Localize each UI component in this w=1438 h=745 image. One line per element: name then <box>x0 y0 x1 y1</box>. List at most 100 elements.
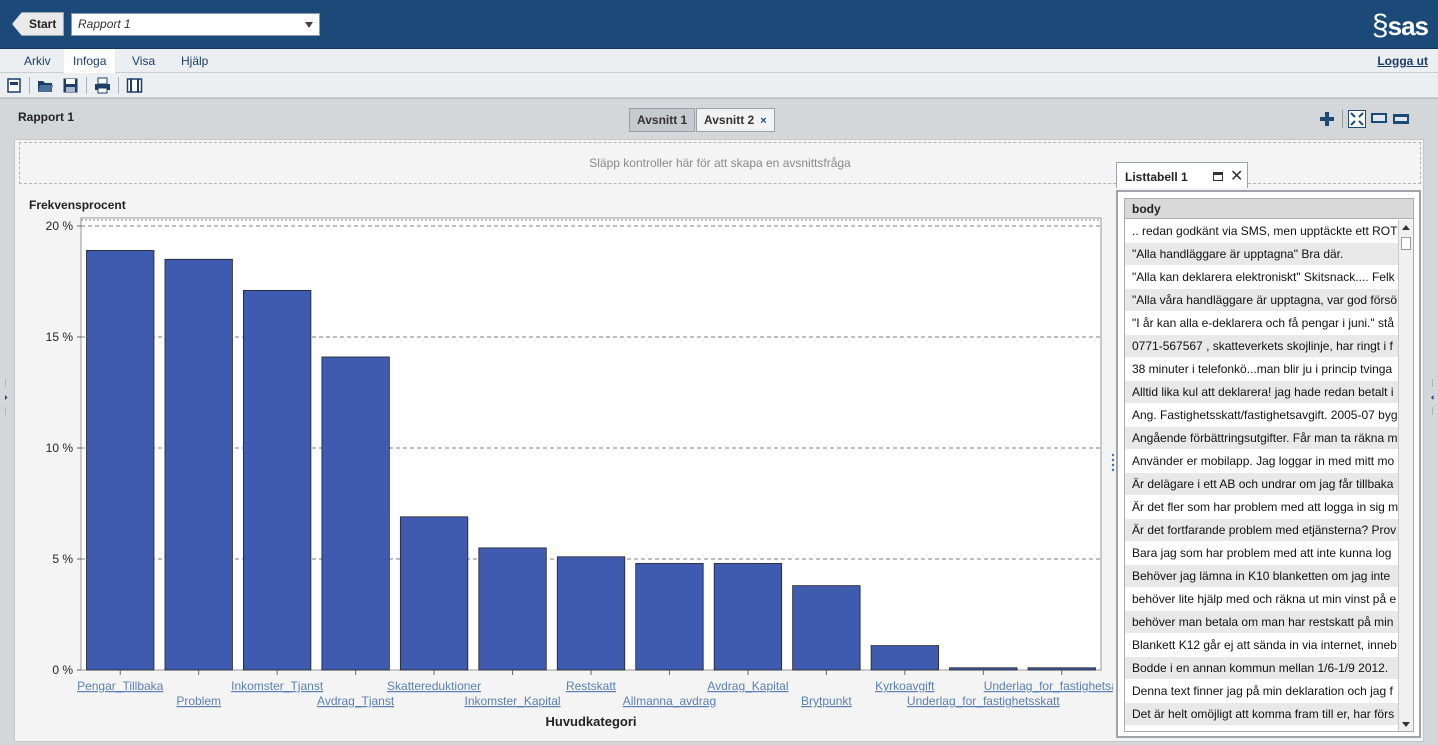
right-panel-handle[interactable] <box>1428 377 1436 417</box>
left-panel-handle[interactable] <box>2 377 10 417</box>
report-select-value: Rapport 1 <box>78 17 131 31</box>
bar[interactable] <box>792 585 861 671</box>
menu-bar: Arkiv Infoga Visa Hjälp Logga ut <box>0 49 1438 73</box>
x-tick-label[interactable]: Pengar_Tillbaka <box>77 679 164 693</box>
bar[interactable] <box>1027 667 1096 671</box>
list-item[interactable]: Angående förbättringsutgifter. Får man t… <box>1125 427 1398 450</box>
logout-link[interactable]: Logga ut <box>1377 54 1428 68</box>
bar[interactable] <box>556 556 626 671</box>
list-rows: .. redan godkänt via SMS, men upptäckte … <box>1125 220 1398 726</box>
screen-icon[interactable] <box>1370 110 1388 128</box>
bar[interactable] <box>164 258 233 671</box>
menu-visa[interactable]: Visa <box>132 54 156 68</box>
list-item[interactable]: Blankett K12 går ej att sända in via int… <box>1125 634 1398 657</box>
close-icon[interactable]: ✕ <box>1230 168 1244 185</box>
list-item[interactable]: Är det fortfarande problem med etjänster… <box>1125 519 1398 542</box>
bar[interactable] <box>635 563 704 671</box>
x-tick-label[interactable]: Avdrag_Kapital <box>707 679 788 693</box>
bar[interactable] <box>399 516 469 671</box>
scroll-down-icon[interactable] <box>1402 722 1410 727</box>
list-item[interactable]: 0771-567567 , skatteverkets skojlinje, h… <box>1125 335 1398 358</box>
sas-logo: §sas <box>1371 9 1429 42</box>
toolbar-separator <box>118 77 119 94</box>
menu-hjalp[interactable]: Hjälp <box>181 54 209 68</box>
x-tick-label[interactable]: Restskatt <box>566 679 617 693</box>
maximize-icon[interactable] <box>1213 172 1223 181</box>
bar-chart: Frekvensprocent 0 % 5 % 10 % 15 % 20 % Pengar… <box>23 192 1113 738</box>
x-tick-label[interactable]: Underlag_for_fastighetsskatt <box>907 694 1060 708</box>
open-folder-icon[interactable] <box>37 77 54 94</box>
list-item[interactable]: "Alla handläggare är upptagna" Bra där. <box>1125 243 1398 266</box>
x-tick-label[interactable]: Skattereduktioner <box>387 679 481 693</box>
list-table: body .. redan godkänt via SMS, men upptä… <box>1116 190 1421 738</box>
print-icon[interactable] <box>94 77 111 94</box>
menu-infoga[interactable]: Infoga <box>64 49 116 73</box>
list-table-tab[interactable]: Listtabell 1 ✕ <box>1116 162 1248 188</box>
scroll-up-icon[interactable] <box>1402 225 1410 230</box>
list-item[interactable]: Det är helt omöjligt att komma fram till… <box>1125 703 1398 726</box>
bar[interactable] <box>243 289 312 671</box>
bar[interactable] <box>949 667 1018 671</box>
scroll-thumb[interactable] <box>1401 237 1411 250</box>
report-canvas: Släpp kontroller här för att skapa en av… <box>14 139 1424 742</box>
chart-svg: 0 % 5 % 10 % 15 % 20 % Pengar_Tillbaka Problem… <box>46 217 1113 729</box>
new-report-icon[interactable] <box>6 77 23 94</box>
y-tick-label: 0 % <box>52 663 73 677</box>
x-tick-label[interactable]: Inkomster_Tjanst <box>231 679 324 693</box>
list-item[interactable]: Ang. Fastighetsskatt/fastighetsavgift. 2… <box>1125 404 1398 427</box>
bar[interactable] <box>870 645 939 671</box>
column-header-body[interactable]: body <box>1125 199 1413 219</box>
report-title: Rapport 1 <box>18 110 75 124</box>
bar[interactable] <box>321 356 390 671</box>
toolbar-separator <box>86 77 87 94</box>
x-tick-label[interactable]: Kyrkoavgift <box>875 679 935 693</box>
list-item[interactable]: 38 minuter i telefonkö...man blir ju i p… <box>1125 358 1398 381</box>
x-tick-label[interactable]: Avdrag_Tjanst <box>317 694 395 708</box>
list-item[interactable]: Är det fler som har problem med att logg… <box>1125 496 1398 519</box>
list-item[interactable]: Behöver jag lämna in K10 blanketten om j… <box>1125 565 1398 588</box>
x-tick-label[interactable]: Allmanna_avdrag <box>623 694 716 708</box>
list-item[interactable]: behöver man betala om man har restskatt … <box>1125 611 1398 634</box>
bar[interactable] <box>713 563 783 671</box>
report-select[interactable]: Rapport 1 <box>71 13 320 36</box>
start-button[interactable]: Start <box>12 12 64 36</box>
x-tick-label[interactable]: Underlag_for_fastighetsavgift <box>984 679 1113 693</box>
menu-arkiv[interactable]: Arkiv <box>24 54 51 68</box>
layout-icon[interactable] <box>126 77 143 94</box>
list-item[interactable]: Bara jag som har problem med att inte ku… <box>1125 542 1398 565</box>
y-tick-label: 10 % <box>46 441 74 455</box>
y-tick-label: 5 % <box>52 552 73 566</box>
list-table-grid: body .. redan godkänt via SMS, men upptä… <box>1124 198 1414 732</box>
x-tick-label[interactable]: Inkomster_Kapital <box>465 694 561 708</box>
list-item[interactable]: .. redan godkänt via SMS, men upptäckte … <box>1125 220 1398 243</box>
x-axis-label: Huvudkategori <box>545 714 636 729</box>
save-icon[interactable] <box>62 77 79 94</box>
list-item[interactable]: Bodde i en annan kommun mellan 1/6-1/9 2… <box>1125 657 1398 680</box>
bar[interactable] <box>478 547 547 671</box>
view-tools <box>1318 110 1428 128</box>
close-tab-icon[interactable]: × <box>760 115 767 127</box>
list-item[interactable]: Denna text finner jag på min deklaration… <box>1125 680 1398 703</box>
list-item[interactable]: "Alla kan deklarera elektroniskt" Skitsn… <box>1125 266 1398 289</box>
tab-avsnitt-2[interactable]: Avsnitt 2 × <box>696 108 775 132</box>
list-item[interactable]: "Alla våra handläggare är upptagna, var … <box>1125 289 1398 312</box>
x-tick-label[interactable]: Brytpunkt <box>801 694 852 708</box>
x-tick-label[interactable]: Problem <box>176 694 221 708</box>
section-prompt-dropzone[interactable]: Släpp kontroller här för att skapa en av… <box>19 142 1421 184</box>
tab-avsnitt-1[interactable]: Avsnitt 1 <box>629 108 696 132</box>
bar[interactable] <box>86 250 155 671</box>
list-item[interactable]: Alltid lika kul att deklarera! jag hade … <box>1125 381 1398 404</box>
list-item[interactable]: Använder er mobilapp. Jag loggar in med … <box>1125 450 1398 473</box>
fit-icon[interactable] <box>1348 110 1366 128</box>
chart-title: Frekvensprocent <box>29 198 126 212</box>
list-item[interactable]: "I år kan alla e-deklarera och få pengar… <box>1125 312 1398 335</box>
toolbar <box>0 73 1438 98</box>
splitter-handle[interactable] <box>1110 452 1116 476</box>
add-icon[interactable] <box>1318 110 1336 128</box>
wide-icon[interactable] <box>1392 110 1410 128</box>
list-item[interactable]: behöver lite hjälp med och räkna ut min … <box>1125 588 1398 611</box>
report-area: Rapport 1 Avsnitt 1 Avsnitt 2 × Släpp k <box>0 98 1438 745</box>
vertical-scrollbar[interactable] <box>1398 220 1413 731</box>
list-item[interactable]: Är delägare i ett AB och undrar om jag f… <box>1125 473 1398 496</box>
chevron-down-icon <box>305 22 313 28</box>
